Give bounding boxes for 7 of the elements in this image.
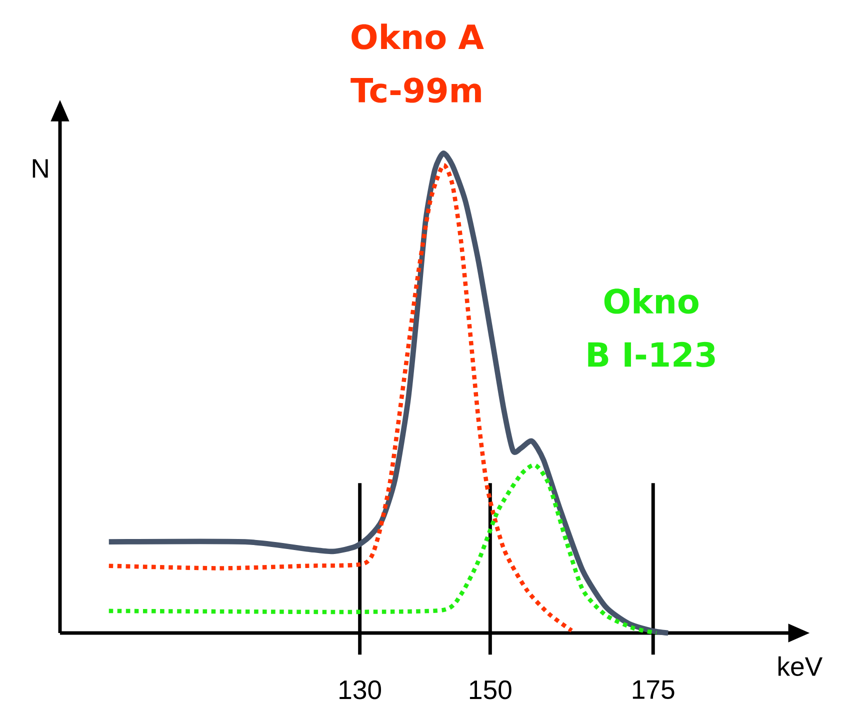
x-tick-label: 130 [340, 680, 382, 700]
x-tick-label: 175 [632, 680, 674, 699]
y-axis-title: N [32, 159, 48, 178]
text: Okno A Tc-99m [350, 24, 484, 103]
x-tick-label: 150 [470, 680, 512, 700]
text: Okno B I-123 [588, 288, 715, 368]
x-axis-title: keV [778, 656, 823, 676]
